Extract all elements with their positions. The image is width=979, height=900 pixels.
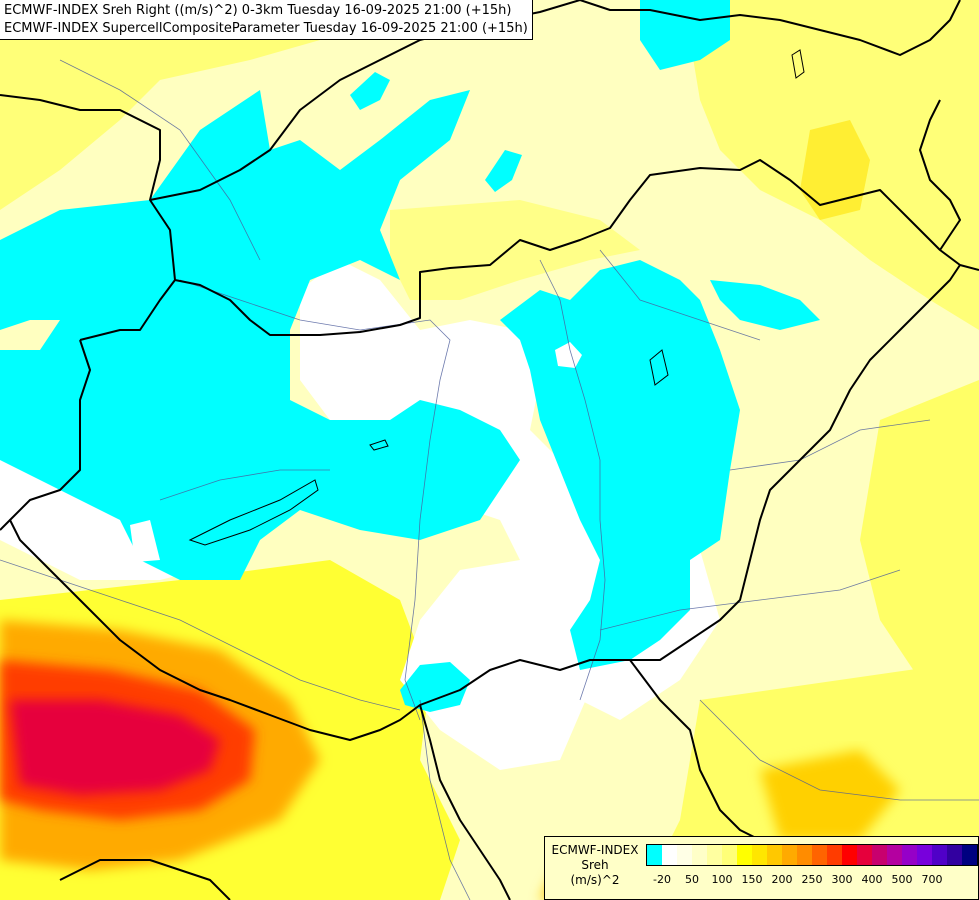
legend-swatch <box>812 845 827 865</box>
field-cyan-small-1 <box>350 72 390 110</box>
legend-tick: 150 <box>741 873 763 886</box>
title-line-sreh: ECMWF-INDEX Sreh Right ((m/s)^2) 0-3km T… <box>4 3 512 18</box>
legend-swatch <box>947 845 962 865</box>
field-cyan-small-2 <box>485 150 522 192</box>
legend-swatch <box>842 845 857 865</box>
legend-tick: 400 <box>861 873 883 886</box>
legend-tick: 300 <box>831 873 853 886</box>
legend-swatch <box>962 845 977 865</box>
border-north-pl <box>579 0 961 56</box>
field-cyan-west <box>0 90 520 580</box>
legend-tick: 100 <box>711 873 733 886</box>
legend-tick: 250 <box>801 873 823 886</box>
legend-swatch <box>677 845 692 865</box>
field-cyan-north-spot <box>640 0 730 70</box>
field-orange-se <box>760 750 900 840</box>
legend-unit: (m/s)^2 <box>570 873 620 887</box>
field-yellow-ne-core <box>800 120 870 220</box>
legend-swatch <box>662 845 677 865</box>
legend-tick-labels: -20 50 100 150 200 250 300 400 500 700 <box>646 873 976 887</box>
legend-swatch <box>797 845 812 865</box>
legend-swatch <box>872 845 887 865</box>
rivers <box>0 59 979 900</box>
legend-swatch <box>827 845 842 865</box>
legend-swatch <box>887 845 902 865</box>
lake-outline-n <box>791 49 805 79</box>
legend-color-bar <box>646 844 978 866</box>
title-line-scp: ECMWF-INDEX SupercellCompositeParameter … <box>4 21 528 36</box>
field-cyan-south-blob <box>400 662 470 712</box>
legend-tick: -20 <box>653 873 671 886</box>
field-yellow-mid <box>390 200 640 300</box>
border-sw-slo-cro <box>0 519 11 531</box>
border-south-cro-srb <box>419 704 511 900</box>
small-lake-outline <box>369 439 389 451</box>
field-white-hole-3 <box>130 520 160 562</box>
legend-tick: 700 <box>921 873 943 886</box>
legend-swatch <box>902 845 917 865</box>
legend-swatch <box>722 845 737 865</box>
border-sw-extra <box>59 859 231 900</box>
legend-swatch <box>767 845 782 865</box>
field-white-hole-1 <box>555 342 582 368</box>
legend-swatch <box>932 845 947 865</box>
field-yellow-e <box>860 380 979 700</box>
legend-swatch <box>692 845 707 865</box>
color-legend: ECMWF-INDEX Sreh (m/s)^2 -20 50 100 150 200 2… <box>544 836 979 900</box>
field-crimson-sw <box>10 700 220 795</box>
legend-swatch <box>737 845 752 865</box>
map-title-box: ECMWF-INDEX Sreh Right ((m/s)^2) 0-3km T… <box>0 0 533 40</box>
field-white-hole-2 <box>318 338 340 360</box>
legend-tick: 500 <box>891 873 913 886</box>
border-hu-sk-at <box>79 159 979 341</box>
field-white-center <box>300 260 610 770</box>
legend-swatch <box>782 845 797 865</box>
legend-tick: 200 <box>771 873 793 886</box>
field-cyan-east-strip <box>710 280 820 330</box>
lake-outline <box>188 479 319 546</box>
legend-swatch <box>707 845 722 865</box>
legend-swatch <box>857 845 872 865</box>
legend-tick: 50 <box>685 873 699 886</box>
lake-outline-ne <box>649 349 669 386</box>
legend-swatch <box>917 845 932 865</box>
legend-title-block: ECMWF-INDEX Sreh (m/s)^2 <box>545 843 645 888</box>
legend-source: ECMWF-INDEX <box>551 843 639 857</box>
legend-variable: Sreh <box>581 858 609 872</box>
border-hu-south <box>9 339 630 741</box>
border-north-at-cz <box>0 94 176 281</box>
legend-swatch <box>647 845 662 865</box>
border-hu-east <box>630 264 961 661</box>
field-yellow-nw <box>0 0 330 210</box>
legend-swatch <box>752 845 767 865</box>
border-ua <box>919 99 961 251</box>
